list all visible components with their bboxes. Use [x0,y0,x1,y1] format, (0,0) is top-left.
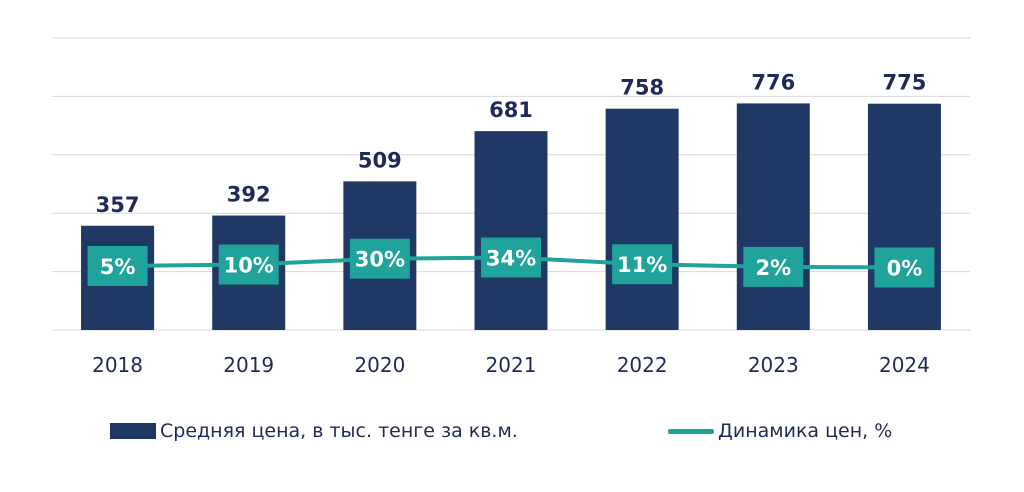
line-point-label: 10% [224,254,274,278]
legend-line-swatch [668,428,714,434]
bar-value-label: 776 [751,70,795,94]
x-axis-ticks: 2018 2019 2020 2021 2022 2023 2024 [92,353,930,377]
bar-labels-group: 357 392 509 681 758 776 775 [96,70,927,216]
chart: 357 392 509 681 758 776 775 5% 10% 30% 34% 11% 2% 0%… [52,37,970,377]
line-point-label: 34% [486,247,536,271]
legend-label-line: Динамика цен, % [718,420,893,442]
line-point-marker [743,246,804,287]
bar [605,108,679,330]
bar-value-label: 509 [358,148,402,172]
x-tick-label: 2022 [617,353,668,377]
line-point-marker [349,238,410,279]
x-tick-label: 2018 [92,353,143,377]
legend: Средняя цена, в тыс. тенге за кв.м. Дина… [0,420,1024,450]
x-tick-label: 2020 [354,353,405,377]
line-point-marker [218,244,279,285]
line-point-marker [481,237,541,278]
line-point-marker [612,244,673,285]
x-tick-label: 2019 [223,353,274,377]
legend-item-line: Динамика цен, % [668,420,892,442]
bar-value-label: 681 [489,98,533,122]
line-point-marker [874,247,935,288]
legend-bar-swatch [110,423,156,439]
x-tick-label: 2023 [748,353,799,377]
bar [867,103,941,330]
x-tick-label: 2024 [879,353,930,377]
line-point-marker [87,246,148,286]
line-point-label: 2% [755,256,791,280]
bar-value-label: 758 [620,76,664,100]
line-point-label: 11% [617,253,667,277]
line-point-label: 30% [355,248,405,272]
bar-value-label: 357 [96,193,140,217]
bar [474,131,548,330]
line-point-label: 0% [887,256,923,280]
legend-item-bar: Средняя цена, в тыс. тенге за кв.м. [110,420,518,442]
x-tick-label: 2021 [486,353,537,377]
bar [736,103,810,331]
legend-label-bar: Средняя цена, в тыс. тенге за кв.м. [160,420,518,442]
bar-value-label: 775 [883,71,927,95]
line-series-group: 5% 10% 30% 34% 11% 2% 0% [87,237,935,288]
bars-group [81,103,941,331]
line-point-label: 5% [100,255,136,279]
bar-value-label: 392 [227,183,271,207]
